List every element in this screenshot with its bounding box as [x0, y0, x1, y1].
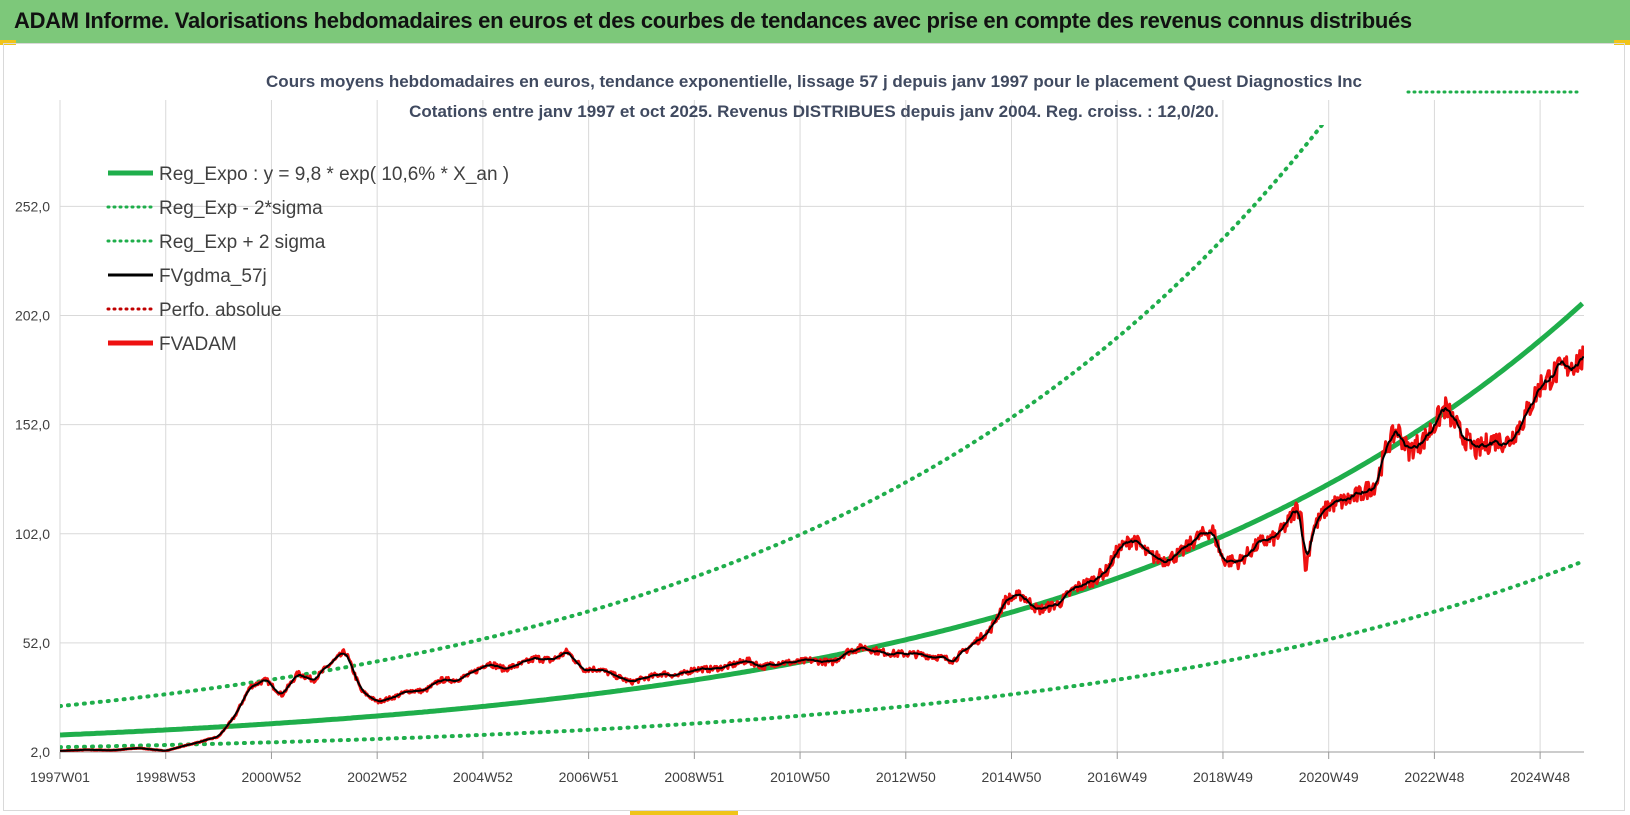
legend-label: FVgdma_57j: [159, 266, 267, 287]
x-tick-label: 1998W53: [136, 769, 196, 785]
x-tick-label: 2004W52: [453, 769, 513, 785]
reg-exp-minus-2sigma-line: [60, 559, 1584, 750]
x-tick-label: 2010W50: [770, 769, 830, 785]
y-tick-label: 52,0: [23, 635, 50, 651]
reg-exp-plus-2sigma-line: [60, 125, 1325, 709]
page-title: ADAM Informe. Valorisations hebdomadaire…: [14, 8, 1412, 33]
x-tick-label: 2014W50: [982, 769, 1042, 785]
legend-label: Reg_Exp + 2 sigma: [159, 232, 326, 253]
x-tick-label: 2000W52: [241, 769, 301, 785]
axis: 2,0 52,0 102,0 152,0 202,0 252,0 1997W01 1998W5…: [15, 198, 1584, 785]
fvgdma-57j-line: [60, 355, 1584, 752]
reg-expo-line: [60, 301, 1584, 738]
x-tick-label: 2018W49: [1193, 769, 1253, 785]
x-tick-label: 2020W49: [1299, 769, 1359, 785]
x-tick-label: 2002W52: [347, 769, 407, 785]
corner-accent-right: [1614, 40, 1630, 45]
x-tick-label: 2024W48: [1510, 769, 1570, 785]
legend: Reg_Expo : y = 9,8 * exp( 10,6% * X_an )…: [106, 164, 509, 355]
x-tick-label: 2006W51: [559, 769, 619, 785]
y-tick-label: 152,0: [15, 417, 50, 433]
legend-label: Reg_Exp - 2*sigma: [159, 198, 323, 219]
fvadam-line: [60, 345, 1584, 752]
corner-accent-left: [0, 40, 16, 45]
x-tick-label: 1997W01: [30, 769, 90, 785]
x-tick-label: 2022W48: [1404, 769, 1464, 785]
grid-lines: [59, 100, 1584, 753]
x-tick-label: 2008W51: [664, 769, 724, 785]
x-tick-label: 2012W50: [876, 769, 936, 785]
chart-title-line1: Cours moyens hebdomadaires en euros, ten…: [266, 72, 1362, 91]
y-tick-label: 202,0: [15, 308, 50, 324]
x-tick-label: 2016W49: [1087, 769, 1147, 785]
series-group: [60, 125, 1584, 752]
y-tick-label: 2,0: [31, 744, 51, 760]
legend-label: FVADAM: [159, 334, 237, 355]
y-tick-label: 252,0: [15, 198, 50, 214]
bottom-accent-bar: [630, 811, 738, 815]
header-bar: ADAM Informe. Valorisations hebdomadaire…: [0, 0, 1630, 43]
chart-title-line2: Cotations entre janv 1997 et oct 2025. R…: [409, 102, 1219, 121]
legend-label: Perfo. absolue: [159, 300, 282, 321]
y-tick-label: 102,0: [15, 526, 50, 542]
legend-label: Reg_Expo : y = 9,8 * exp( 10,6% * X_an ): [159, 164, 509, 185]
chart-frame: [3, 43, 1625, 811]
